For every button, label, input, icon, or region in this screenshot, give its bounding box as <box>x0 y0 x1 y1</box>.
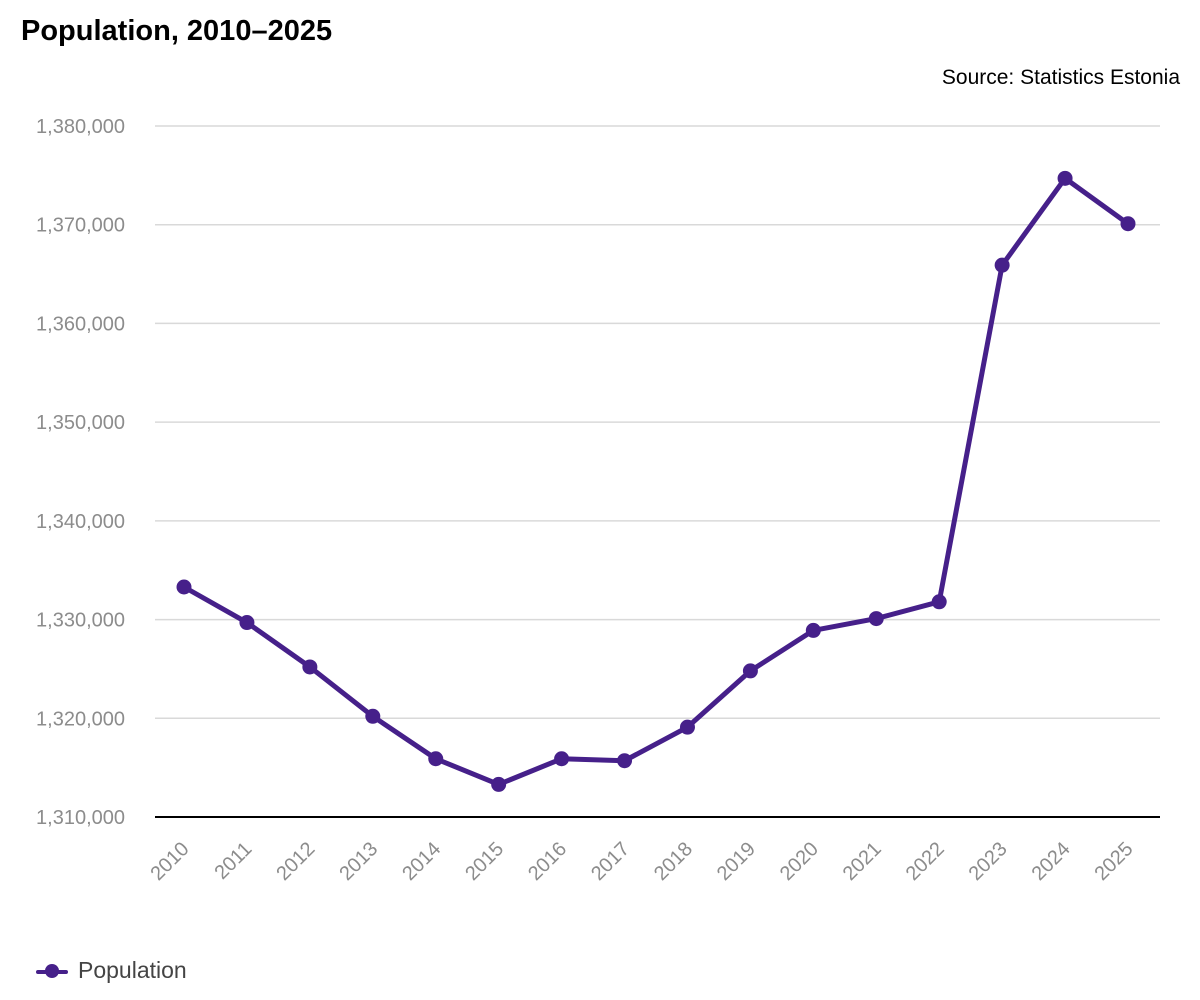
legend-marker-icon <box>36 963 68 978</box>
data-point[interactable] <box>554 751 570 767</box>
data-point[interactable] <box>302 659 318 675</box>
data-point[interactable] <box>931 594 947 610</box>
x-tick-label: 2025 <box>1091 838 1138 885</box>
line-chart: 1,310,000 1,320,000 1,330,000 1,340,000 1,35… <box>36 116 1160 885</box>
data-point[interactable] <box>994 257 1010 273</box>
data-point[interactable] <box>679 719 695 735</box>
data-point[interactable] <box>1057 170 1073 186</box>
y-tick-label: 1,360,000 <box>36 313 125 335</box>
x-tick-label: 2011 <box>210 838 256 884</box>
data-point[interactable] <box>176 579 192 595</box>
x-tick-label: 2018 <box>650 838 697 885</box>
x-tick-label: 2022 <box>902 838 949 885</box>
y-tick-label: 1,370,000 <box>36 215 125 237</box>
data-point[interactable] <box>365 708 381 724</box>
y-axis-tick-labels: 1,310,000 1,320,000 1,330,000 1,340,000 1,35… <box>36 116 125 829</box>
x-tick-label: 2020 <box>776 838 823 885</box>
x-tick-label: 2010 <box>147 838 194 885</box>
x-tick-label: 2021 <box>839 838 886 885</box>
x-tick-label: 2024 <box>1028 838 1075 885</box>
legend-label-population: Population <box>78 957 187 983</box>
x-tick-label: 2016 <box>524 838 571 885</box>
legend[interactable]: Population <box>36 957 187 984</box>
x-tick-label: 2015 <box>461 838 508 885</box>
chart-title: Population, 2010–2025 <box>21 15 333 47</box>
y-tick-label: 1,330,000 <box>36 610 125 632</box>
x-tick-label: 2013 <box>335 838 382 885</box>
data-point[interactable] <box>428 751 444 767</box>
data-point[interactable] <box>1120 216 1136 232</box>
x-axis-tick-labels: 2010 2011 2012 2013 2014 2015 2016 2017 2018 2019… <box>147 838 1138 885</box>
series-line <box>181 175 1131 787</box>
data-point[interactable] <box>617 753 633 769</box>
series-population <box>176 170 1136 792</box>
y-tick-label: 1,340,000 <box>36 511 125 533</box>
x-tick-label: 2017 <box>587 838 634 885</box>
chart-source: Source: Statistics Estonia <box>941 66 1180 89</box>
x-tick-label: 2014 <box>398 838 445 885</box>
data-point[interactable] <box>239 615 255 631</box>
y-tick-label: 1,380,000 <box>36 116 125 138</box>
data-point[interactable] <box>805 622 821 638</box>
data-point[interactable] <box>742 663 758 679</box>
x-tick-label: 2019 <box>713 838 760 885</box>
y-tick-label: 1,350,000 <box>36 412 125 434</box>
data-point[interactable] <box>491 776 507 792</box>
y-tick-label: 1,310,000 <box>36 807 125 829</box>
x-tick-label: 2023 <box>965 838 1012 885</box>
data-point[interactable] <box>868 611 884 627</box>
grid-lines <box>155 125 1160 720</box>
y-tick-label: 1,320,000 <box>36 708 125 730</box>
x-tick-label: 2012 <box>272 838 319 885</box>
